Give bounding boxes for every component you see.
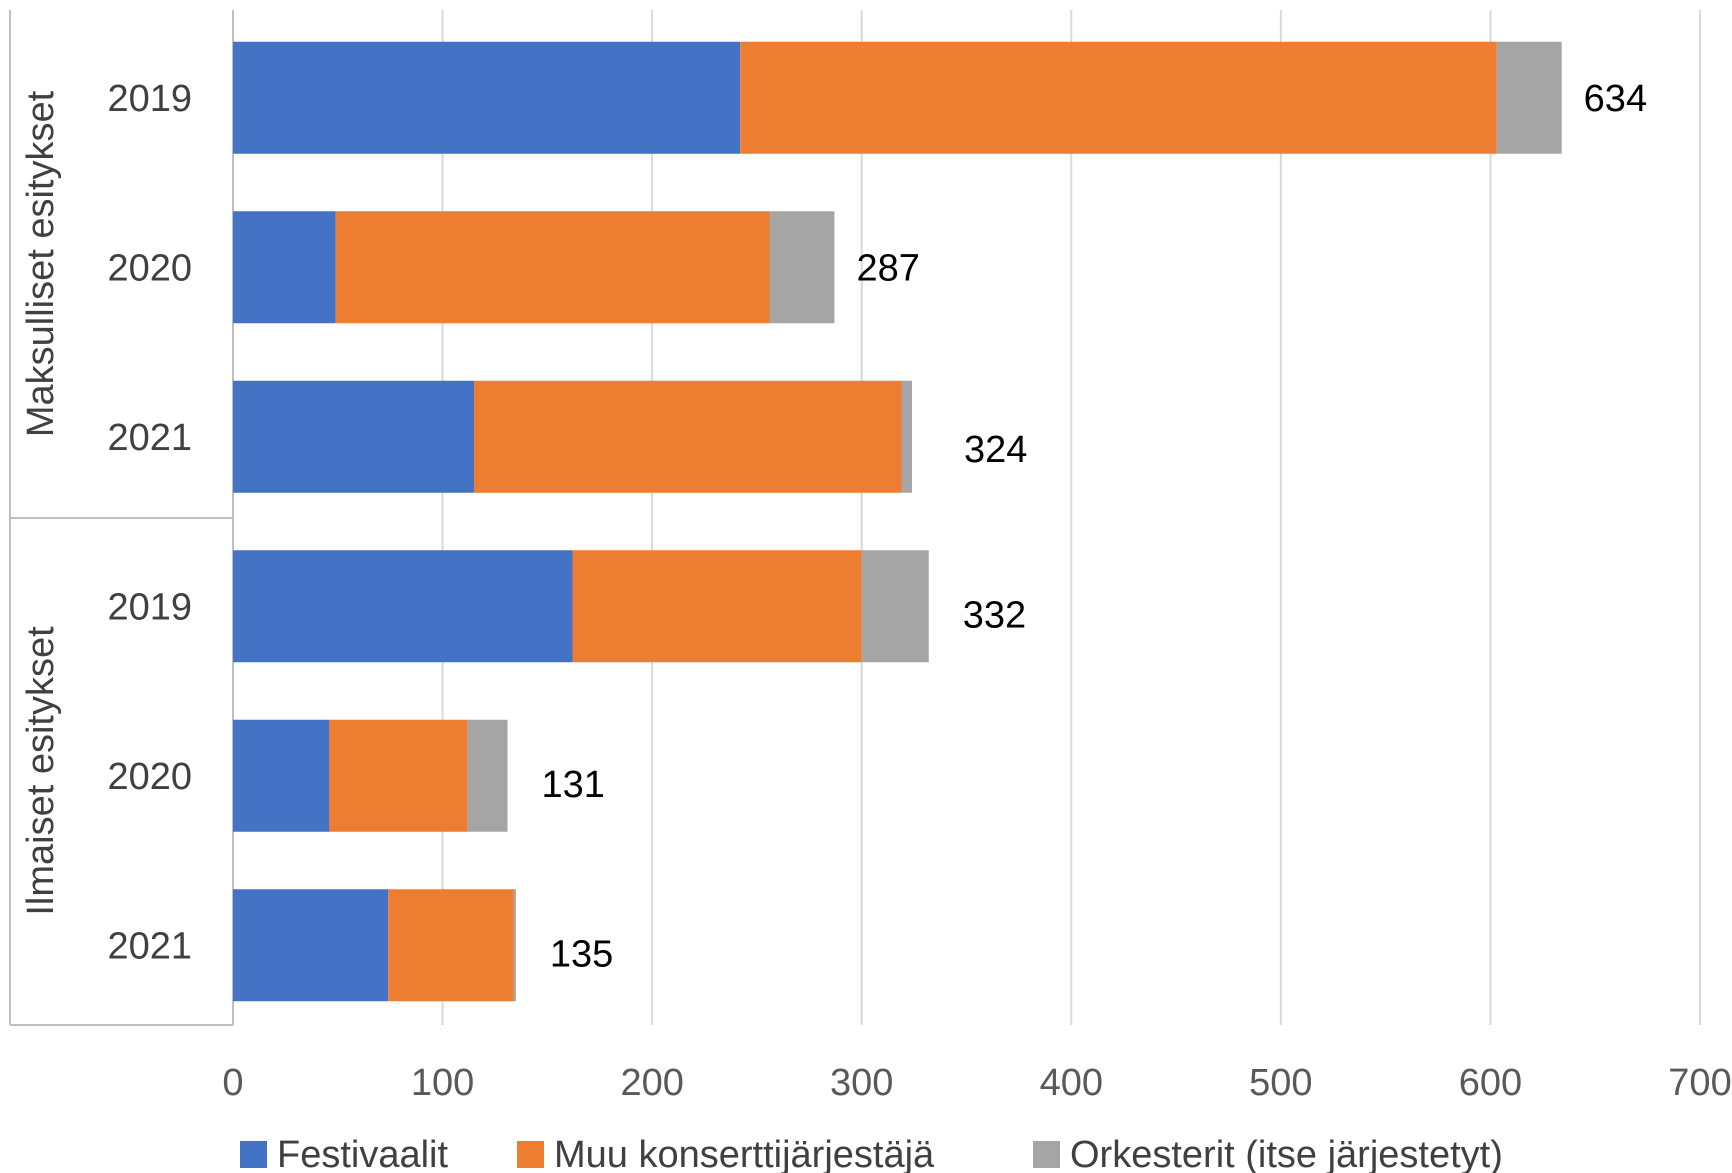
bar-segment <box>388 889 514 1002</box>
x-tick-label: 600 <box>1459 1062 1522 1104</box>
legend-swatch <box>240 1141 267 1168</box>
category-label: 2020 <box>107 247 192 289</box>
bar-segment <box>474 380 902 493</box>
x-tick-label: 200 <box>620 1062 683 1104</box>
bar-segment <box>233 41 741 154</box>
bars <box>233 41 1562 1002</box>
group-label: Ilmaiset esitykset <box>20 626 62 916</box>
bar-segment <box>233 889 389 1002</box>
bar-segment <box>740 41 1497 154</box>
x-tick-label: 500 <box>1249 1062 1312 1104</box>
legend: Festivaalit Muu konserttijärjestäjä Orkest… <box>240 1134 1503 1173</box>
bar-segment <box>335 211 770 324</box>
x-tick-label: 300 <box>830 1062 893 1104</box>
bar-segment <box>233 211 336 324</box>
legend-label: Festivaalit <box>277 1134 448 1173</box>
total-label: 287 <box>856 247 919 289</box>
category-label: 2021 <box>107 925 192 967</box>
category-label: 2021 <box>107 417 192 459</box>
x-tick-label: 400 <box>1040 1062 1103 1104</box>
legend-label: Muu konserttijärjestäjä <box>554 1134 935 1173</box>
x-axis-tick-labels: 0 100 200 300 400 500 600 700 <box>222 1062 1731 1104</box>
bar-segment <box>769 211 835 324</box>
gridlines <box>441 10 1701 1025</box>
legend-swatch <box>517 1141 544 1168</box>
bar-segment <box>233 380 475 493</box>
total-labels: 634 287 324 332 131 135 <box>542 78 1648 976</box>
axes <box>9 10 234 1026</box>
total-label: 332 <box>963 594 1026 636</box>
group-label: Maksulliset esitykset <box>20 90 62 437</box>
bar-segment <box>513 889 516 1002</box>
x-tick-label: 0 <box>222 1062 243 1104</box>
bar-segment <box>572 550 862 663</box>
bar-segment <box>467 719 508 832</box>
category-label: 2019 <box>107 78 192 120</box>
x-tick-label: 700 <box>1668 1062 1731 1104</box>
total-label: 135 <box>550 933 613 975</box>
total-label: 131 <box>542 764 605 806</box>
bar-segment <box>233 550 573 663</box>
group-labels: Maksulliset esitykset Ilmaiset esitykset <box>20 90 62 915</box>
legend-swatch <box>1033 1141 1060 1168</box>
legend-label: Orkesterit (itse järjestetyt) <box>1070 1134 1503 1173</box>
bar-segment <box>1496 41 1562 154</box>
x-tick-label: 100 <box>411 1062 474 1104</box>
category-label: 2019 <box>107 586 192 628</box>
bar-segment <box>329 719 468 832</box>
category-labels: 2019 2020 2021 2019 2020 2021 <box>107 78 192 968</box>
bar-segment <box>233 719 330 832</box>
bar-segment <box>901 380 913 493</box>
category-label: 2020 <box>107 756 192 798</box>
bar-segment <box>861 550 929 663</box>
total-label: 324 <box>964 429 1027 471</box>
total-label: 634 <box>1584 78 1647 120</box>
